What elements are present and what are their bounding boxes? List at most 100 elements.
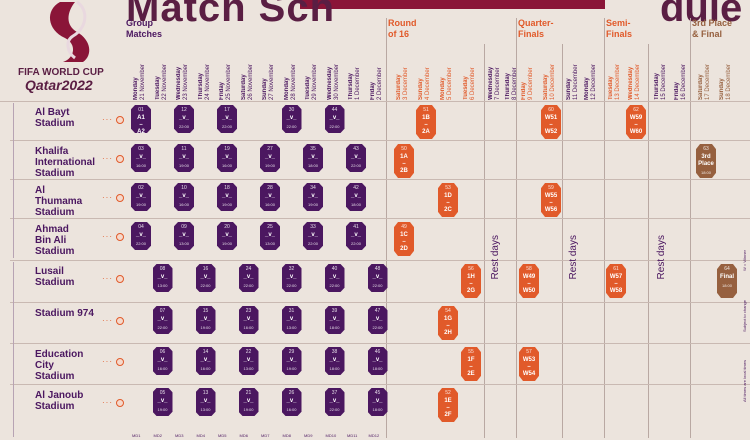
match-badge[interactable]: 50 1A – 2B22:00 (394, 144, 414, 178)
match-time: 18:00 (700, 170, 711, 175)
match-badge[interactable]: 38 _v_ 18:00 (324, 347, 345, 375)
match-badge[interactable]: 54 1G – 2H 22:00 (438, 306, 458, 340)
match-badge[interactable]: 20 _v_ 19:00 (217, 222, 237, 250)
match-badge[interactable]: 52 1E – 2F 18:00 (438, 388, 458, 422)
match-badge[interactable]: 02 _v_ 19:00 (131, 183, 151, 211)
match-badge[interactable]: 62 W59 – W6022:00 (626, 105, 646, 139)
match-badge[interactable]: 46 _v_ 18:00 (367, 347, 388, 375)
day-date: 8 December (512, 67, 518, 100)
match-time: 22:00 (329, 407, 340, 412)
match-badge[interactable]: 07 _v_ 22:00 (152, 306, 173, 334)
match-badge[interactable]: 56 1H – 2G 22:00 (461, 264, 481, 298)
match-badge[interactable]: 15 _v_ 19:00 (195, 306, 216, 334)
match-time: 18:00 (398, 255, 409, 260)
match-badge[interactable]: 17 _v_ 22:00 (217, 105, 237, 133)
match-teams: _v_ (350, 154, 361, 160)
match-number: 07 (159, 308, 166, 314)
match-badge[interactable]: 51 1B – 2A22:00 (416, 105, 436, 139)
day-date: 26 November (247, 63, 254, 100)
match-badge[interactable]: 43 _v_ 22:00 (346, 144, 366, 172)
match-badge[interactable]: 55 1F – 2E 18:00 (461, 347, 481, 381)
match-badge[interactable]: 44 _v_ 22:00 (324, 105, 345, 133)
match-badge[interactable]: 18 _v_ 19:00 (217, 183, 237, 211)
match-badge[interactable]: 12 _v_ 22:00 (174, 105, 194, 133)
match-teams: _v_ (178, 193, 189, 199)
title-accent-bar (300, 0, 605, 9)
match-teams: _v_ (307, 232, 318, 238)
match-badge[interactable]: 37 _v_ 22:00 (324, 388, 345, 416)
match-number: 18 (224, 185, 230, 191)
match-badge[interactable]: 61 W57 – W58 22:00 (606, 264, 626, 298)
match-badge[interactable]: 42 _v_ 18:00 (346, 183, 366, 211)
match-badge[interactable]: 14 _v_ 16:00 (195, 347, 216, 375)
match-badge[interactable]: 32 _v_ 22:00 (281, 264, 302, 292)
match-badge[interactable]: 11 _v_ 19:00 (174, 144, 194, 172)
match-badge[interactable]: 30 _v_ 22:00 (281, 105, 302, 133)
match-time: 19:00 (135, 202, 146, 207)
day-weekday: Friday (219, 81, 225, 100)
match-badge[interactable]: 21 _v_ 19:00 (238, 388, 259, 416)
day-date: 5 December (447, 67, 453, 100)
match-badge[interactable]: 40 _v_ 22:00 (324, 264, 345, 292)
match-badge[interactable]: 53 1D – 2C18:00 (438, 183, 458, 217)
match-badge[interactable]: 48 _v_ 22:00 (367, 264, 388, 292)
match-badge[interactable]: 59 W55 – W5618:00 (541, 183, 561, 217)
match-badge[interactable]: 06 _v_ 16:00 (152, 347, 173, 375)
day-weekday: Thursday (197, 72, 204, 100)
match-badge[interactable]: 26 _v_ 16:00 (281, 388, 302, 416)
match-teams: _v_ (329, 274, 340, 280)
day-weekday: Friday (369, 81, 376, 100)
match-badge[interactable]: 63 3rd Place 18:00 (696, 144, 716, 178)
match-number: 10 (181, 185, 187, 191)
match-badge[interactable]: 16 _v_ 22:00 (195, 264, 216, 292)
match-badge[interactable]: 41 _v_ 22:00 (346, 222, 366, 250)
match-number: 27 (267, 146, 273, 152)
match-badge[interactable]: 04 _v_ 22:00 (131, 222, 151, 250)
day-header: Thursday 24 November (197, 48, 211, 100)
match-badge[interactable]: 24 _v_ 22:00 (238, 264, 259, 292)
match-badge[interactable]: 35 _v_ 18:00 (303, 144, 323, 172)
match-badge[interactable]: 47 _v_ 22:00 (367, 306, 388, 334)
match-badge[interactable]: 09 _v_ 13:00 (174, 222, 194, 250)
day-weekday: Sunday (262, 78, 268, 100)
match-teams: 1H – 2G (466, 274, 475, 294)
football-icon (116, 194, 124, 202)
match-badge[interactable]: 57 W53 – W54 18:00 (519, 347, 539, 381)
match-badge[interactable]: 10 _v_ 16:00 (174, 183, 194, 211)
match-badge[interactable]: 31 _v_ 13:00 (281, 306, 302, 334)
stadium-name: Khalifa International Stadium (35, 146, 96, 179)
day-date: 9 December (528, 67, 534, 100)
match-badge[interactable]: 03 _v_ 16:00 (131, 144, 151, 172)
match-badge[interactable]: 49 1C – 2D 18:00 (394, 222, 414, 256)
match-badge[interactable]: 39 _v_ 18:00 (324, 306, 345, 334)
match-badge[interactable]: 34 _v_ 19:00 (303, 183, 323, 211)
match-badge[interactable]: 23 _v_ 16:00 (238, 306, 259, 334)
match-badge[interactable]: 64 Final 18:00 (717, 264, 737, 298)
match-badge[interactable]: 13 _v_ 13:00 (195, 388, 216, 416)
match-badge[interactable]: 28 _v_ 16:00 (260, 183, 280, 211)
match-number: 08 (159, 266, 166, 272)
match-badge[interactable]: 22 _v_ 13:00 (238, 347, 259, 375)
match-badge[interactable]: 08 _v_ 13:00 (152, 264, 173, 292)
match-badge[interactable]: 58 W49 – W50 22:00 (519, 264, 539, 298)
day-header: Monday 21 November (133, 48, 146, 100)
day-header: Friday 25 November (219, 48, 232, 100)
match-time: 19:00 (243, 407, 254, 412)
match-badge[interactable]: 29 _v_ 19:00 (281, 347, 302, 375)
match-teams: 1B – 2A (422, 115, 430, 135)
match-badge[interactable]: 25 _v_ 13:00 (260, 222, 280, 250)
day-header: Tuesday 6 December (463, 48, 476, 100)
day-date: 16 December (681, 63, 687, 100)
match-badge[interactable]: 60 W51 – W5222:00 (541, 105, 561, 139)
match-badge[interactable]: 05 _v_ 19:00 (152, 388, 173, 416)
match-time: 16:00 (243, 325, 254, 330)
match-time: 13:00 (264, 241, 275, 246)
stadium-name: Ahmad Bin Ali Stadium (35, 224, 75, 257)
match-badge[interactable]: 27 _v_ 19:00 (260, 144, 280, 172)
match-badge[interactable]: 33 _v_ 22:00 (303, 222, 323, 250)
match-badge[interactable]: 45 _v_ 18:00 (367, 388, 388, 416)
match-badge[interactable]: 19 _v_ 16:00 (217, 144, 237, 172)
football-icon (116, 233, 124, 241)
match-time: 22:00 (372, 325, 383, 330)
